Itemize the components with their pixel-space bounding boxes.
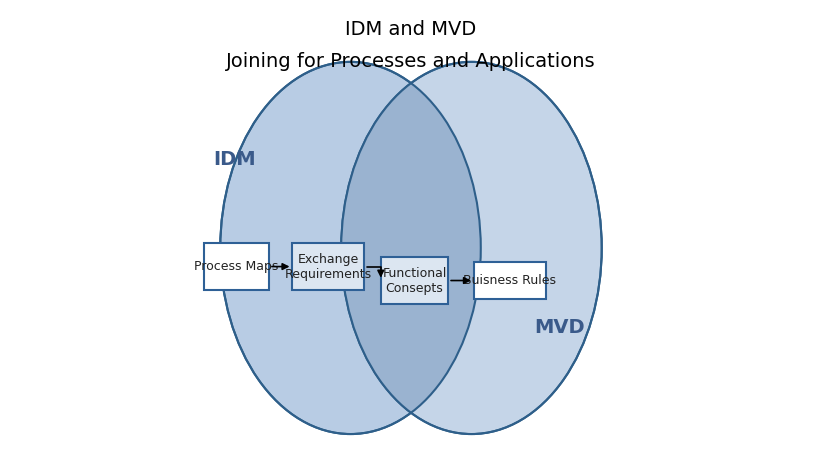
Ellipse shape xyxy=(341,62,602,434)
FancyBboxPatch shape xyxy=(473,262,546,299)
Ellipse shape xyxy=(341,62,602,434)
Text: IDM: IDM xyxy=(213,150,256,169)
Text: Process Maps: Process Maps xyxy=(194,260,279,273)
Ellipse shape xyxy=(220,62,481,434)
Text: IDM and MVD: IDM and MVD xyxy=(345,20,477,39)
FancyBboxPatch shape xyxy=(381,257,448,304)
Text: Functional
Consepts: Functional Consepts xyxy=(382,266,446,294)
Text: MVD: MVD xyxy=(534,318,585,336)
Text: Exchange
Requirements: Exchange Requirements xyxy=(285,253,372,280)
FancyBboxPatch shape xyxy=(293,243,364,290)
Text: Buisness Rules: Buisness Rules xyxy=(464,274,556,287)
FancyBboxPatch shape xyxy=(204,243,269,290)
Text: Joining for Processes and Applications: Joining for Processes and Applications xyxy=(226,52,596,71)
